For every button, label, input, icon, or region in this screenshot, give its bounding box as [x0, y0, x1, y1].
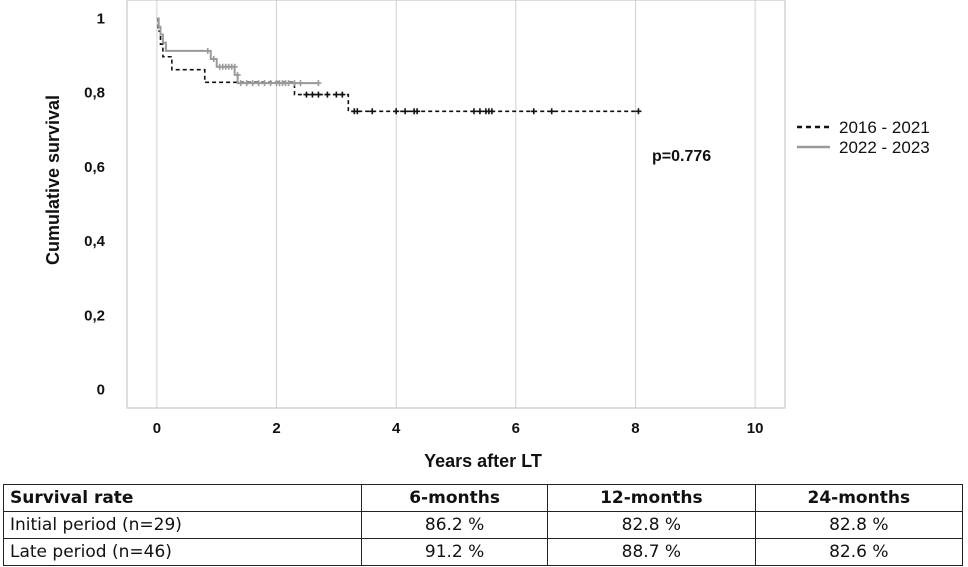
censor-mark: [303, 91, 310, 98]
censor-mark: [315, 91, 322, 98]
header-24-months: 24-months: [754, 484, 964, 512]
x-tick-label: 2: [272, 420, 280, 437]
censor-mark: [243, 80, 250, 87]
y-tick-label: 0: [97, 381, 105, 398]
header-survival-rate: Survival rate: [3, 484, 362, 512]
censor-mark: [285, 80, 292, 87]
y-axis-title: Cumulative survival: [43, 95, 63, 265]
censor-mark: [309, 91, 316, 98]
row-label: Late period (n=46): [3, 538, 362, 566]
censor-mark: [324, 91, 331, 98]
y-tick-label: 1: [97, 11, 105, 28]
y-tick-label: 0,4: [84, 233, 106, 250]
censor-mark: [369, 108, 376, 115]
censor-mark: [291, 80, 298, 87]
plot-frame: [126, 0, 786, 409]
survival-rate-table: Survival rate 6-months 12-months 24-mont…: [3, 484, 964, 566]
censor-mark: [255, 80, 262, 87]
header-12-months: 12-months: [547, 484, 756, 512]
series-2022-2023: [156, 17, 322, 87]
censor-mark: [339, 91, 346, 98]
censor-mark: [234, 71, 241, 78]
table-cell: 82.6 %: [754, 538, 964, 566]
censor-mark: [414, 108, 421, 115]
censor-mark: [315, 80, 322, 87]
censor-mark: [635, 108, 642, 115]
x-axis-ticks: 0 2 4 6 8 10: [153, 420, 764, 437]
censor-mark: [393, 108, 400, 115]
series-2016-2021: [156, 17, 642, 115]
censor-mark: [210, 55, 217, 62]
y-tick-label: 0,8: [84, 85, 105, 102]
censor-mark: [333, 91, 340, 98]
legend-label-2022-2023: 2022 - 2023: [839, 138, 930, 157]
censor-mark: [548, 108, 555, 115]
censor-mark: [261, 80, 268, 87]
x-axis-title: Years after LT: [424, 451, 542, 471]
censor-mark: [297, 80, 304, 87]
table-cell: 86.2 %: [360, 511, 549, 539]
table-row: Initial period (n=29) 86.2 % 82.8 % 82.8…: [3, 511, 964, 539]
censor-mark: [204, 47, 211, 54]
header-6-months: 6-months: [360, 484, 549, 512]
y-tick-label: 0,6: [84, 159, 105, 176]
table-cell: 82.8 %: [754, 511, 964, 539]
censor-mark: [249, 80, 256, 87]
x-tick-label: 8: [631, 420, 639, 437]
x-tick-label: 4: [392, 420, 401, 437]
censor-mark: [402, 108, 409, 115]
table-cell: 88.7 %: [547, 538, 756, 566]
x-tick-label: 6: [512, 420, 520, 437]
censor-mark: [476, 108, 483, 115]
table-cell: 91.2 %: [360, 538, 549, 566]
chart-gridlines: [156, 0, 756, 408]
x-tick-label: 10: [747, 420, 764, 437]
x-tick-label: 0: [153, 420, 161, 437]
censor-mark: [267, 80, 274, 87]
table-cell: 82.8 %: [547, 511, 756, 539]
legend: 2016 - 2021 2022 - 2023: [797, 118, 930, 157]
survival-chart: 0 2 4 6 8 10 0 0,2 0,4 0,6 0,8 1 Years after LT Cu…: [43, 0, 930, 471]
p-value-annotation: p=0.776: [652, 148, 711, 165]
censor-mark: [470, 108, 477, 115]
y-tick-label: 0,2: [84, 307, 105, 324]
censor-mark: [488, 108, 495, 115]
row-label: Initial period (n=29): [3, 511, 362, 539]
censor-mark: [354, 108, 361, 115]
table-header-row: Survival rate 6-months 12-months 24-mont…: [3, 484, 964, 512]
censor-mark: [231, 63, 238, 70]
chart-series: [156, 17, 642, 115]
censor-mark: [530, 108, 537, 115]
table-row: Late period (n=46) 91.2 % 88.7 % 82.6 %: [3, 538, 964, 566]
censor-mark: [237, 80, 244, 87]
legend-label-2016-2021: 2016 - 2021: [839, 118, 930, 137]
y-axis-ticks: 0 0,2 0,4 0,6 0,8 1: [84, 11, 106, 399]
